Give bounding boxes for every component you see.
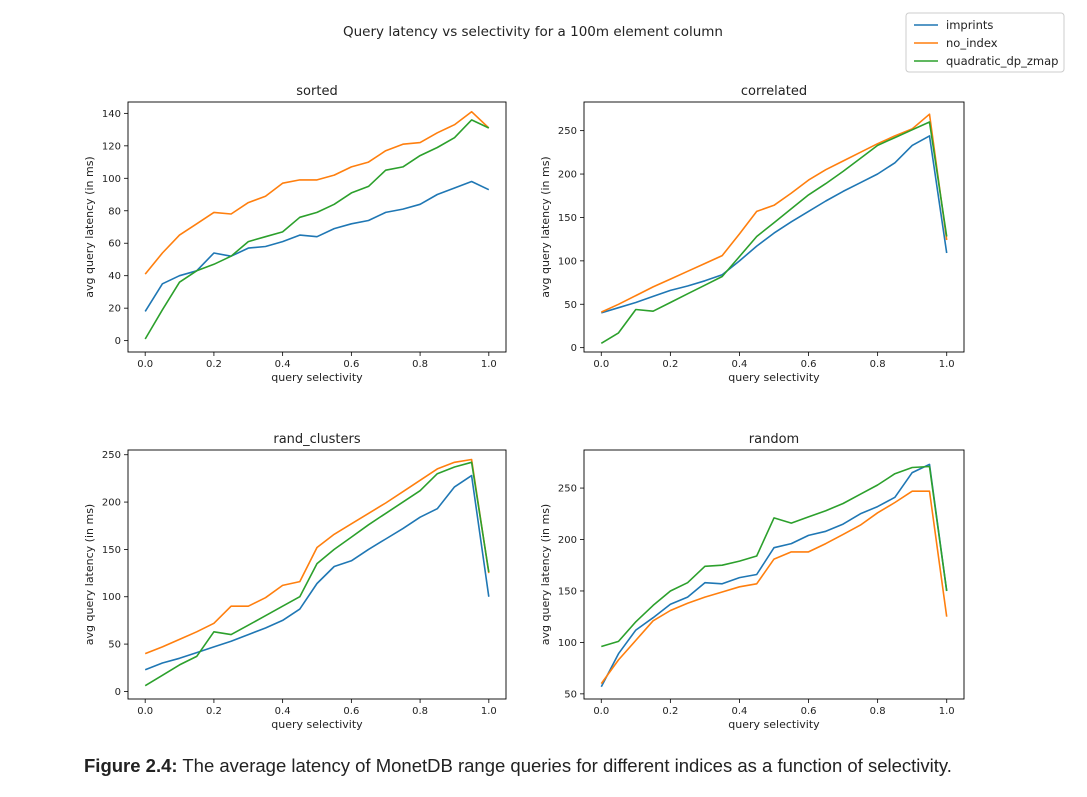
x-tick-label: 0.0 — [137, 359, 153, 370]
y-tick-label: 150 — [558, 586, 577, 597]
y-axis-label: avg query latency (in ms) — [83, 156, 96, 297]
chart-panels: sorted 0.0 0.2 0.4 0.6 0.8 1.0 0 20 40 60 80 100 120 1… — [83, 84, 965, 731]
x-tick-label: 0.2 — [206, 359, 222, 370]
x-tick-label: 0.0 — [137, 706, 153, 717]
y-tick-label: 100 — [558, 256, 577, 267]
panel-title: rand_clusters — [273, 432, 361, 447]
chart-panel-random: random 0.0 0.2 0.4 0.6 0.8 1.0 50 100 150 200 250 qu… — [539, 432, 965, 731]
series-line-no-index — [600, 113, 948, 313]
x-tick-label: 0.4 — [275, 359, 291, 370]
x-tick-label: 0.4 — [732, 706, 748, 717]
chart-panel-rand-clusters: rand_clusters 0.0 0.2 0.4 0.6 0.8 1.0 0 50 100 150… — [83, 432, 507, 731]
y-tick-label: 40 — [108, 271, 121, 282]
x-tick-label: 0.6 — [801, 359, 817, 370]
plot-frame — [583, 449, 965, 700]
series-line-quadratic-dp-zmap — [600, 121, 948, 344]
y-tick-label: 200 — [558, 535, 577, 546]
y-tick-label: 150 — [102, 545, 121, 556]
y-tick-label: 80 — [108, 206, 121, 217]
caption-label: Figure 2.4: — [84, 755, 178, 776]
legend-label-no-index: no_index — [946, 36, 998, 50]
chart-panel-sorted: sorted 0.0 0.2 0.4 0.6 0.8 1.0 0 20 40 60 80 100 120 1… — [83, 84, 507, 384]
series-line-imprints — [601, 135, 948, 314]
legend-frame — [905, 12, 1065, 73]
x-axis-label: query selectivity — [728, 718, 820, 731]
x-tick-label: 1.0 — [481, 359, 497, 370]
y-axis-label: avg query latency (in ms) — [539, 504, 552, 645]
series-line-no-index — [144, 458, 490, 655]
y-tick-label: 100 — [102, 174, 121, 185]
x-tick-label: 0.6 — [343, 706, 359, 717]
x-axis-label: query selectivity — [271, 371, 363, 384]
plot-frame — [127, 101, 507, 353]
y-tick-label: 100 — [558, 638, 577, 649]
x-tick-label: 0.2 — [662, 706, 678, 717]
legend-label-imprints: imprints — [946, 18, 993, 32]
x-tick-label: 0.8 — [870, 706, 886, 717]
x-tick-label: 0.8 — [412, 359, 428, 370]
x-tick-label: 0.8 — [870, 359, 886, 370]
panel-title: sorted — [296, 84, 337, 99]
y-tick-label: 100 — [102, 592, 121, 603]
y-tick-label: 250 — [558, 126, 577, 137]
y-tick-label: 120 — [102, 141, 121, 152]
y-tick-label: 0 — [571, 343, 577, 354]
x-tick-label: 0.2 — [206, 706, 222, 717]
y-tick-label: 50 — [564, 300, 577, 311]
x-axis-label: query selectivity — [728, 371, 820, 384]
plot-frame — [583, 101, 965, 353]
x-tick-label: 0.4 — [275, 706, 291, 717]
series-line-imprints — [144, 180, 490, 312]
series-line-imprints — [600, 463, 948, 688]
x-tick-label: 0.0 — [593, 359, 609, 370]
y-tick-label: 20 — [108, 304, 121, 315]
x-tick-label: 0.6 — [343, 359, 359, 370]
x-tick-label: 1.0 — [939, 359, 955, 370]
x-tick-label: 0.8 — [412, 706, 428, 717]
y-axis-label: avg query latency (in ms) — [83, 504, 96, 645]
panel-title: random — [749, 432, 799, 447]
y-tick-label: 50 — [564, 689, 577, 700]
y-tick-label: 250 — [558, 484, 577, 495]
x-axis-label: query selectivity — [271, 718, 363, 731]
x-tick-label: 0.0 — [593, 706, 609, 717]
panel-title: correlated — [741, 84, 807, 99]
series-line-imprints — [144, 474, 490, 671]
series-line-quadratic-dp-zmap — [144, 461, 490, 687]
series-line-no-index — [144, 110, 490, 275]
x-tick-label: 1.0 — [939, 706, 955, 717]
caption-text: The average latency of MonetDB range que… — [177, 755, 952, 776]
x-tick-label: 0.2 — [662, 359, 678, 370]
y-tick-label: 0 — [115, 336, 121, 347]
y-tick-label: 150 — [558, 213, 577, 224]
y-tick-label: 200 — [102, 498, 121, 509]
figure-caption: Figure 2.4: The average latency of Monet… — [84, 755, 1074, 777]
y-axis-label: avg query latency (in ms) — [539, 156, 552, 297]
x-tick-label: 0.4 — [732, 359, 748, 370]
y-tick-label: 250 — [102, 450, 121, 461]
legend-label-quadratic-dp-zmap: quadratic_dp_zmap — [946, 54, 1058, 68]
chart-panel-correlated: correlated 0.0 0.2 0.4 0.6 0.8 1.0 0 50 100 150 200… — [539, 84, 965, 384]
x-tick-label: 1.0 — [481, 706, 497, 717]
plot-frame — [127, 449, 507, 700]
series-line-no-index — [600, 490, 948, 685]
x-tick-label: 0.6 — [801, 706, 817, 717]
y-tick-label: 140 — [102, 109, 121, 120]
series-line-quadratic-dp-zmap — [144, 119, 490, 340]
y-tick-label: 0 — [115, 687, 121, 698]
figure: Query latency vs selectivity for a 100m … — [83, 12, 1065, 731]
y-tick-label: 50 — [108, 640, 121, 651]
legend: imprints no_index quadratic_dp_zmap — [905, 12, 1065, 73]
figure-title: Query latency vs selectivity for a 100m … — [343, 24, 723, 40]
y-tick-label: 60 — [108, 239, 121, 250]
y-tick-label: 200 — [558, 170, 577, 181]
series-line-quadratic-dp-zmap — [601, 465, 948, 648]
